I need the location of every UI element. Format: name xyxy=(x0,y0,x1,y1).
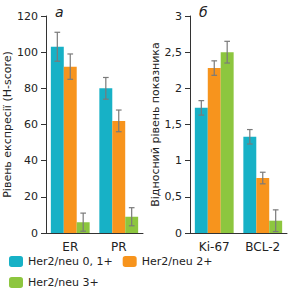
svg-text:Her2/neu 0, 1+: Her2/neu 0, 1+ xyxy=(28,255,113,268)
svg-text:ER: ER xyxy=(62,240,78,254)
svg-text:3: 3 xyxy=(175,10,182,23)
svg-text:б: б xyxy=(199,4,208,20)
svg-text:20: 20 xyxy=(24,190,38,203)
svg-text:а: а xyxy=(55,4,64,20)
svg-text:Her2/neu 2+: Her2/neu 2+ xyxy=(142,255,213,268)
svg-text:Ki-67: Ki-67 xyxy=(199,240,230,254)
svg-text:100: 100 xyxy=(17,46,38,59)
svg-text:0: 0 xyxy=(31,227,38,240)
svg-text:80: 80 xyxy=(24,82,38,95)
svg-text:0,5: 0,5 xyxy=(165,190,183,203)
svg-text:60: 60 xyxy=(24,118,38,131)
svg-text:Рівень експресії (H-score): Рівень експресії (H-score) xyxy=(1,51,14,198)
svg-text:0: 0 xyxy=(175,227,182,240)
svg-text:1: 1 xyxy=(175,154,182,167)
svg-text:1,5: 1,5 xyxy=(165,118,183,131)
svg-text:BCL-2: BCL-2 xyxy=(245,240,280,254)
svg-text:Відносний рівень показника: Відносний рівень показника xyxy=(149,42,162,207)
svg-text:PR: PR xyxy=(111,240,127,254)
svg-text:2: 2 xyxy=(175,82,182,95)
svg-text:2,5: 2,5 xyxy=(165,46,183,59)
svg-text:120: 120 xyxy=(17,10,38,23)
svg-text:Her2/neu 3+: Her2/neu 3+ xyxy=(28,276,99,289)
svg-text:40: 40 xyxy=(24,154,38,167)
